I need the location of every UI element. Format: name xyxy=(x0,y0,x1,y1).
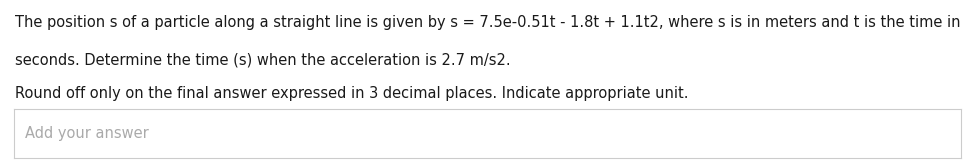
Text: Round off only on the final answer expressed in 3 decimal places. Indicate appro: Round off only on the final answer expre… xyxy=(15,86,688,101)
Text: Add your answer: Add your answer xyxy=(25,126,149,141)
Text: seconds. Determine the time (s) when the acceleration is 2.7 m/s2.: seconds. Determine the time (s) when the… xyxy=(15,53,510,68)
Text: The position s of a particle along a straight line is given by s = 7.5e-0.51t - : The position s of a particle along a str… xyxy=(15,15,960,30)
